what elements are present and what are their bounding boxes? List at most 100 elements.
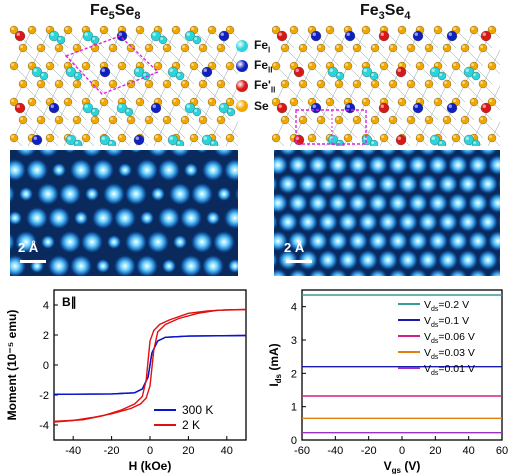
se-atom: [126, 115, 136, 125]
se-atom: [198, 115, 208, 125]
se-atom: [272, 133, 281, 143]
x-tick-label: 40: [221, 445, 233, 457]
se-atom: [289, 25, 299, 35]
se-atom: [216, 43, 226, 53]
se-atom: [280, 43, 290, 53]
se-atom: [90, 115, 100, 125]
fe-atom: [192, 35, 202, 45]
atom-swatch: [236, 80, 248, 92]
fe-atom: [276, 102, 288, 114]
fe-atom: [310, 30, 322, 42]
se-atom: [171, 25, 181, 35]
fe-atom: [344, 102, 356, 114]
y-tick-label: 4: [43, 300, 49, 312]
fe-atom: [310, 102, 322, 114]
se-atom: [415, 61, 425, 71]
legend-label: Fe'II: [254, 77, 276, 95]
se-atom: [406, 43, 416, 53]
se-atom: [36, 115, 46, 125]
se-atom: [451, 61, 461, 71]
se-atom: [388, 115, 398, 125]
se-atom: [451, 133, 461, 143]
se-atom: [316, 43, 326, 53]
stm-image-fe5se8: 2 Å: [10, 150, 238, 276]
series-line: [53, 308, 247, 422]
se-atom: [406, 115, 416, 125]
y-tick-label: 0: [43, 360, 49, 372]
se-atom: [36, 43, 46, 53]
se-atom: [370, 115, 380, 125]
y-tick-label: 3: [291, 335, 297, 347]
fe-atom: [133, 134, 145, 146]
y-tick-label: -2: [39, 390, 49, 402]
legend-item: Se: [236, 96, 276, 116]
fe-atom: [276, 30, 288, 42]
se-atom: [63, 25, 73, 35]
se-atom: [99, 97, 109, 107]
legend-label: FeII: [254, 57, 273, 75]
legend-label: Vds=0.01 V: [424, 363, 475, 377]
se-atom: [144, 43, 154, 53]
fe-atom: [446, 102, 458, 114]
se-atom: [352, 43, 362, 53]
fe-atom: [293, 66, 305, 78]
se-atom: [225, 133, 235, 143]
x-axis-label: H (kOe): [129, 459, 172, 473]
se-atom: [153, 133, 163, 143]
fe-atom: [56, 35, 66, 45]
x-tick-label: 60: [496, 445, 508, 457]
se-atom: [361, 25, 371, 35]
se-atom: [81, 61, 91, 71]
fe-atom: [73, 71, 83, 81]
fe-atom: [218, 30, 230, 42]
crystal-structure-fe3se4: [272, 25, 500, 146]
x-tick-label: -60: [294, 445, 310, 457]
fe-atom: [31, 134, 43, 146]
se-atom: [424, 115, 434, 125]
se-atom: [334, 79, 344, 89]
se-atom: [298, 79, 308, 89]
legend-label: Vds=0.03 V: [424, 347, 475, 361]
se-atom: [135, 97, 145, 107]
se-atom: [307, 61, 317, 71]
atom-swatch: [236, 60, 248, 72]
x-axis-label: Vgs (V): [384, 459, 421, 474]
x-tick-label: 40: [463, 445, 475, 457]
se-atom: [460, 79, 470, 89]
fe-atom: [48, 102, 60, 114]
scale-bar: [20, 260, 46, 263]
se-atom: [144, 79, 154, 89]
transfer-chart: -60 -40 -20 0 20 40 60 0 1 2 3 4 Vds=0.2 V Vds=0.1 V V…: [267, 289, 508, 474]
se-atom: [162, 115, 172, 125]
x-tick-label: -40: [65, 445, 81, 457]
x-tick-label: -40: [327, 445, 343, 457]
title-fe5se8: Fe5Se8: [90, 2, 141, 23]
crystal-structure-fe5se8: [10, 25, 238, 146]
se-atom: [334, 43, 344, 53]
se-atom: [207, 97, 217, 107]
se-atom: [316, 79, 326, 89]
se-atom: [325, 25, 335, 35]
se-atom: [334, 115, 344, 125]
fe-atom: [14, 30, 26, 42]
se-atom: [460, 115, 470, 125]
se-atom: [180, 115, 190, 125]
scale-bar: [286, 260, 312, 263]
se-atom: [469, 97, 479, 107]
fe-atom: [395, 134, 407, 146]
se-atom: [280, 115, 290, 125]
legend-label: FeI: [254, 37, 271, 55]
se-atom: [72, 43, 82, 53]
se-atom: [180, 79, 190, 89]
se-atom: [216, 79, 226, 89]
se-atom: [487, 61, 497, 71]
x-tick-label: -20: [361, 445, 377, 457]
se-atom: [99, 25, 109, 35]
se-atom: [478, 115, 488, 125]
se-atom: [198, 79, 208, 89]
y-tick-label: 0: [291, 435, 297, 447]
se-atom: [54, 115, 64, 125]
se-atom: [81, 133, 91, 143]
legend-item: Fe'II: [236, 76, 276, 96]
se-atom: [162, 79, 172, 89]
